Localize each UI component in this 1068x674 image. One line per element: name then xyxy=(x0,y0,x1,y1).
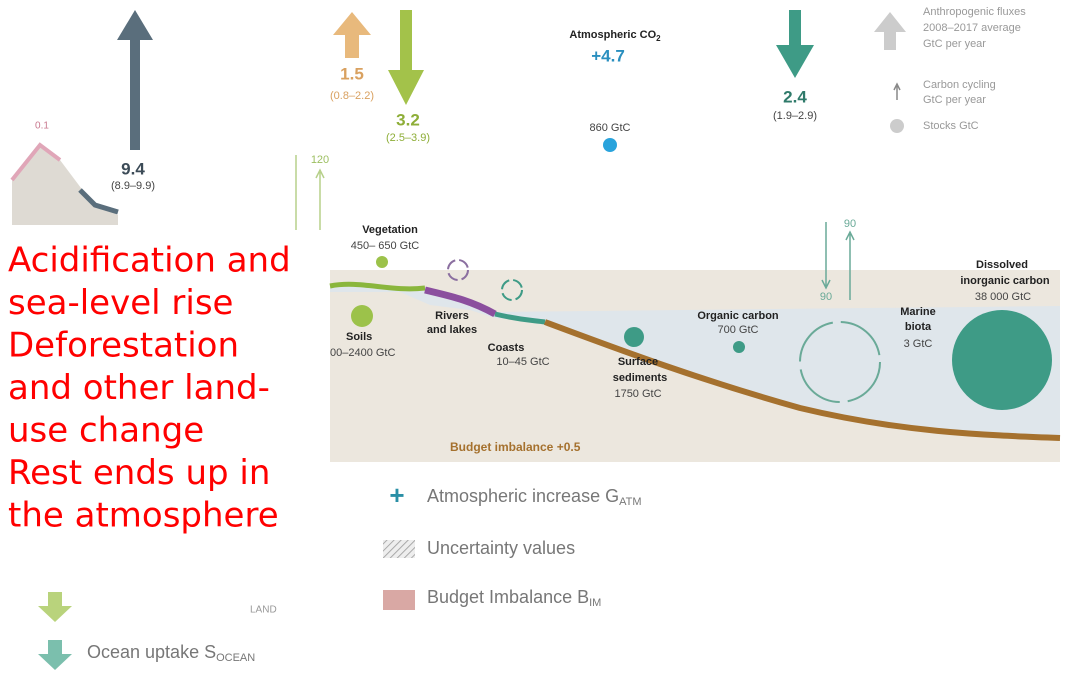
overlay-line: sea-level rise xyxy=(8,283,233,323)
ocean-icon xyxy=(38,640,72,670)
legend-sub: LAND xyxy=(250,605,277,616)
label-sub: ATM xyxy=(619,496,641,508)
flux-range: (8.9–9.9) xyxy=(111,180,155,192)
stock-name: Vegetation xyxy=(362,224,418,236)
budget-imbalance: Budget imbalance +0.5 xyxy=(450,440,581,454)
legend-text: Anthropogenic fluxes xyxy=(923,6,1026,18)
legend-text: GtC per year xyxy=(923,38,986,50)
fire-peak: 0.1 xyxy=(35,121,49,132)
hatch-icon xyxy=(383,540,415,558)
flux-value: 9.4 xyxy=(121,159,145,178)
stock-name: inorganic carbon xyxy=(960,275,1050,287)
stock-value: 1750 GtC xyxy=(614,388,661,400)
flux-value: 3.2 xyxy=(396,110,420,129)
stock-name: Organic carbon xyxy=(697,310,779,322)
flux-value: 1.5 xyxy=(340,64,364,83)
overlay-line: Acidification and xyxy=(8,241,291,281)
legend-text: Ocean uptake SOCEAN xyxy=(87,642,255,664)
label: Budget Imbalance B xyxy=(427,587,589,607)
stock-name: Surface xyxy=(618,356,658,368)
legend-text: GtC per year xyxy=(923,94,986,106)
cycle-value: 90 xyxy=(820,291,832,303)
plus-icon: + xyxy=(389,480,404,510)
label-sub: OCEAN xyxy=(216,652,255,664)
stock-value: 38 000 GtC xyxy=(975,291,1031,303)
label: Atmospheric CO xyxy=(569,29,656,41)
stock-value: 10–45 GtC xyxy=(496,356,549,368)
cycle-value: 90 xyxy=(844,218,856,230)
stock-value: 450– 650 GtC xyxy=(351,240,420,252)
cycle-value: 120 xyxy=(311,154,329,166)
flux-range: (1.9–2.9) xyxy=(773,110,817,122)
imbalance-icon xyxy=(383,590,415,610)
label-sub: IM xyxy=(589,597,601,609)
slide: 0.1 9.4 (8.9–9.9) 1.5 (0.8–2.2) 3.2 (2.5… xyxy=(0,0,1068,674)
label: Ocean uptake S xyxy=(87,642,216,662)
flux-value: 2.4 xyxy=(783,87,807,106)
legend-text: Atmospheric increase GATM xyxy=(427,486,641,508)
legend-text: Budget Imbalance BIM xyxy=(427,587,601,609)
stock-value: 3 GtC xyxy=(904,338,933,350)
stock-name: Marine xyxy=(900,306,935,318)
stock-name: Soils xyxy=(346,331,372,343)
overlay-line: Rest ends up in xyxy=(8,453,270,493)
legend-text: 2008–2017 average xyxy=(923,22,1021,34)
overlay-line: the atmosphere xyxy=(8,496,279,536)
overlay-line: use change xyxy=(8,411,204,451)
stock-value: 00–2400 GtC xyxy=(330,347,395,359)
stock-name: Coasts xyxy=(488,342,525,354)
stock-name: biota xyxy=(905,321,932,333)
ocean-sink-arrow xyxy=(776,10,814,78)
label: Atmospheric increase G xyxy=(427,486,619,506)
atmosphere-label: Atmospheric CO2 xyxy=(569,29,661,43)
land-use-arrow xyxy=(333,12,371,58)
flux-range: (0.8–2.2) xyxy=(330,90,374,102)
atmosphere-value: +4.7 xyxy=(591,46,625,65)
stock-name: Dissolved xyxy=(976,259,1028,271)
legend-text: Stocks GtC xyxy=(923,120,979,132)
land-sink-arrow xyxy=(388,10,424,105)
overlay-line: and other land- xyxy=(8,368,270,408)
stock-name: Rivers xyxy=(435,310,469,322)
flux-range: (2.5–3.9) xyxy=(386,132,430,144)
stock-name: and lakes xyxy=(427,324,477,336)
legend-arrow xyxy=(874,12,906,50)
overlay-line: Deforestation xyxy=(8,326,239,366)
legend-text: Uncertainty values xyxy=(427,538,575,558)
stock-value: 700 GtC xyxy=(718,324,759,336)
atmosphere-stock: 860 GtC xyxy=(590,122,631,134)
label-sub: 2 xyxy=(656,34,661,43)
land-icon xyxy=(38,592,72,622)
fossil-arrow xyxy=(117,10,153,150)
stock-name: sediments xyxy=(613,372,667,384)
legend-text: Carbon cycling xyxy=(923,79,996,91)
